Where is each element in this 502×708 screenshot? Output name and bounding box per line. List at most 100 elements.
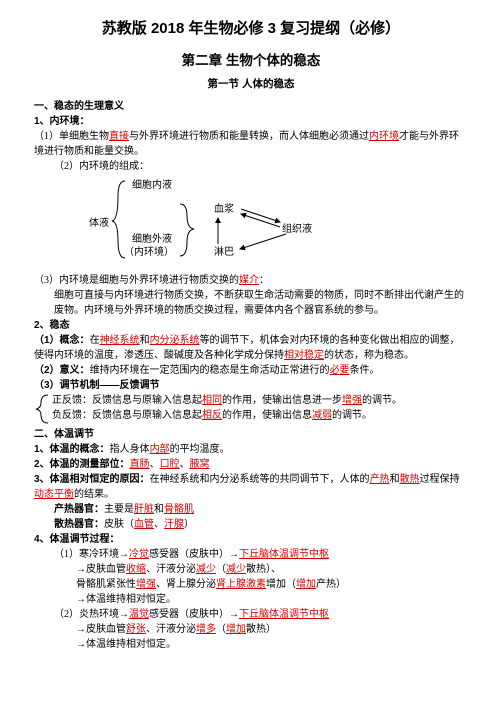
emphasis: 散热 (400, 474, 420, 485)
diagram-label: 血浆 (214, 202, 234, 215)
line: 正反馈：反馈信息与原输入信息起相同的作用，使输出信息进一步增强的调节。 (52, 393, 402, 408)
heading-2: 1、内环境： (34, 114, 468, 129)
text: 和 (154, 504, 164, 515)
text: 的平均温度。 (170, 444, 230, 455)
diagram-label: 细胞外液 (132, 232, 172, 245)
emphasis: 直接 (109, 131, 129, 142)
emphasis: 下丘脑体温调节中枢 (239, 609, 329, 620)
paragraph: （1）概念：在神经系统和内分泌系统等的调节下，机体会对内环境的各种变化做出相应的… (34, 333, 468, 363)
emphasis: 内分泌系统 (150, 335, 200, 346)
text: 增加（ (266, 579, 296, 590)
emphasis: 收缩 (126, 564, 146, 575)
emphasis: 下丘脑体温调节中枢 (239, 549, 329, 560)
emphasis: 相反 (202, 410, 222, 421)
text: 的调节。 (332, 410, 372, 421)
paragraph: （1）单细胞生物直接与外界环境进行物质和能量转换，而人体细胞必须通过内环境才能与… (34, 129, 468, 159)
text: 维持内环境在一定范围内的稳态是生命活动正常进行的 (90, 365, 330, 376)
text: 的调节。 (362, 395, 402, 406)
label: （1）概念： (34, 335, 90, 346)
emphasis: 必要 (330, 365, 350, 376)
text: 、汗液分泌 (146, 624, 196, 635)
text: 感受器（皮肤中）→ (149, 609, 239, 620)
emphasis: 减弱 (312, 410, 332, 421)
label: 1、体温的概念： (34, 444, 110, 455)
emphasis: 神经系统 (100, 335, 140, 346)
paragraph: →体温维持相对恒定。 (34, 637, 468, 652)
text: 指人身体 (110, 444, 150, 455)
emphasis: 血管 (134, 519, 154, 530)
text: 、 (150, 459, 160, 470)
text: （2）炎热环境→ (54, 609, 129, 620)
section-title: 第一节 人体的稳态 (34, 77, 468, 93)
emphasis: 增加 (226, 624, 246, 635)
text: 的状态，称为稳态。 (324, 350, 414, 361)
emphasis: 减少 (226, 564, 246, 575)
emphasis: 产热 (370, 474, 390, 485)
emphasis: 骨骼肌 (164, 504, 194, 515)
text: （ (216, 564, 226, 575)
diagram-label: 细胞内液 (132, 178, 172, 191)
text: 骨骼肌紧张性 (76, 579, 136, 590)
label: 2、体温的测量部位： (34, 459, 130, 470)
emphasis: 增强 (342, 395, 362, 406)
paragraph: 散热器官：皮肤（血管、汗腺） (34, 517, 468, 532)
label: 产热器官： (54, 504, 104, 515)
text: 和 (140, 335, 150, 346)
heading-1: 一、稳态的生理意义 (34, 99, 468, 114)
feedback-block: 正反馈：反馈信息与原输入信息起相同的作用，使输出信息进一步增强的调节。 负反馈：… (34, 393, 468, 425)
emphasis: 相同 (202, 395, 222, 406)
emphasis: 增加 (296, 579, 316, 590)
paragraph: →皮肤血管舒张、汗液分泌增多（增加散热） (34, 622, 468, 637)
text: 条件。 (350, 365, 380, 376)
line: 负反馈：反馈信息与原输入信息起相反的作用，使输出信息减弱的调节。 (52, 408, 402, 423)
emphasis: 冷觉 (129, 549, 149, 560)
text: 在 (90, 335, 100, 346)
paragraph: →皮肤血管收缩、汗液分泌减少（减少散热）、 (34, 562, 468, 577)
text: 、肾上腺分泌 (156, 579, 216, 590)
text: （ (216, 624, 226, 635)
emphasis: 温觉 (129, 609, 149, 620)
emphasis: 肝脏 (134, 504, 154, 515)
text: 感受器（皮肤中）→ (149, 549, 239, 560)
emphasis: 增强 (136, 579, 156, 590)
emphasis: 动态平衡 (34, 489, 74, 500)
text: 的作用，使输出信息进一步 (222, 395, 342, 406)
paragraph: （3）内环境是细胞与外界环境进行物质交换的媒介： (34, 273, 468, 288)
paragraph: （1）寒冷环境→冷觉感受器（皮肤中）→下丘脑体温调节中枢 (34, 547, 468, 562)
text: 负反馈：反馈信息与原输入信息起 (52, 410, 202, 421)
heading-2: 4、体温调节过程： (34, 532, 468, 547)
doc-title: 苏教版 2018 年生物必修 3 复习提纲（必修） (34, 18, 468, 41)
paragraph: （3）调节机制——反馈调节 (34, 378, 468, 393)
internal-environment-diagram: 细胞内液 体液 细胞外液 （内环境） 血浆 组织液 淋巴 (54, 176, 344, 266)
text: 主要是 (104, 504, 134, 515)
text: 皮肤（ (104, 519, 134, 530)
label: 3、体温相对恒定的原因： (34, 474, 150, 485)
emphasis: 内部 (150, 444, 170, 455)
emphasis: 肾上腺激素 (216, 579, 266, 590)
paragraph: （2）意义：维持内环境在一定范围内的稳态是生命活动正常进行的必要条件。 (34, 363, 468, 378)
emphasis: 口腔 (160, 459, 180, 470)
text: 散热）、 (246, 564, 281, 575)
emphasis: 汗腺 (164, 519, 184, 530)
emphasis: 直肠 (130, 459, 150, 470)
paragraph: 1、体温的概念：指人身体内部的平均温度。 (34, 442, 468, 457)
text: 、 (180, 459, 190, 470)
emphasis: 腋窝 (190, 459, 210, 470)
text: 与外界环境进行物质和能量转换，而人体细胞必须通过 (129, 131, 369, 142)
paragraph: →体温维持相对恒定。 (34, 592, 468, 607)
text: →皮肤血管 (76, 564, 126, 575)
paragraph: 产热器官：主要是肝脏和骨骼肌 (34, 502, 468, 517)
text: （1）单细胞生物 (34, 131, 109, 142)
heading-2: 2、稳态 (34, 318, 468, 333)
text: 和 (390, 474, 400, 485)
paragraph: 细胞可直接与内环境进行物质交换，不断获取生命活动需要的物质，同时不断排出代谢产生… (34, 288, 468, 318)
diagram-label: 淋巴 (214, 245, 234, 258)
text: 的结果。 (74, 489, 114, 500)
chapter-title: 第二章 生物个体的稳态 (34, 51, 468, 71)
text: 、汗液分泌 (146, 564, 196, 575)
emphasis: 舒张 (126, 624, 146, 635)
text: 散热） (246, 624, 276, 635)
text: （3）内环境是细胞与外界环境进行物质交换的 (34, 275, 239, 286)
label: 散热器官： (54, 519, 104, 530)
paragraph: 骨骼肌紧张性增强、肾上腺分泌肾上腺激素增加（增加产热） (34, 577, 468, 592)
